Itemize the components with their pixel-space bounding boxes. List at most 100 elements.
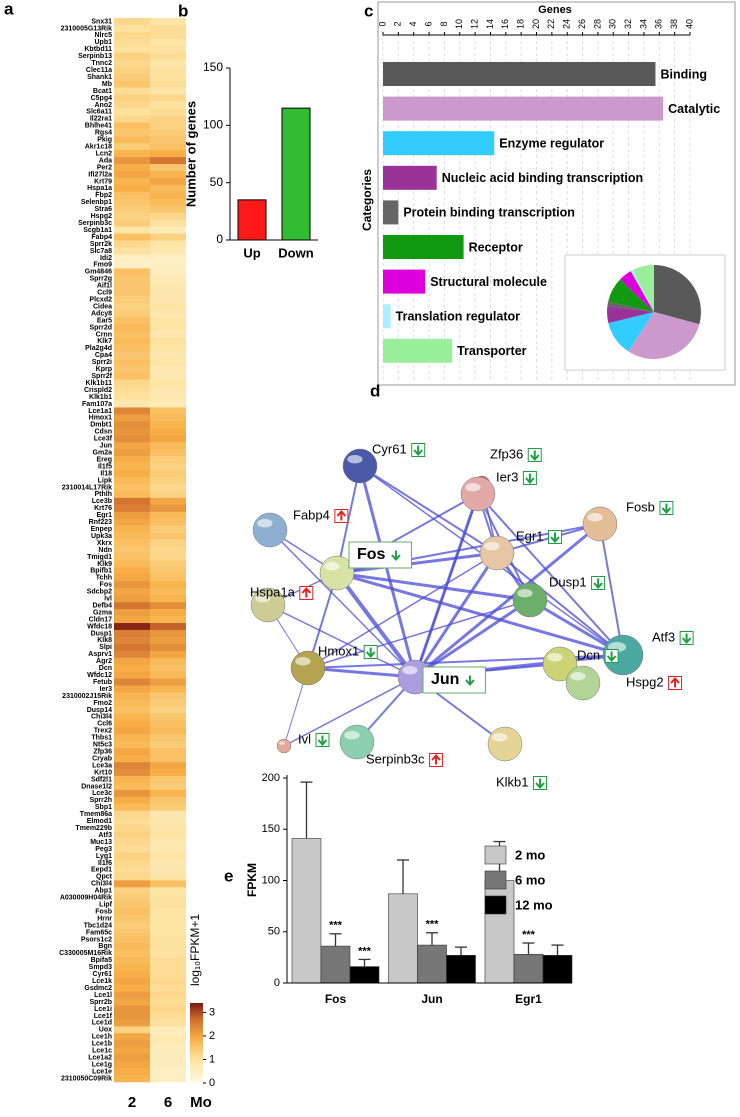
x-tick-label: 38	[669, 19, 679, 29]
network-edge	[336, 571, 531, 602]
heat-cell	[114, 915, 150, 923]
heat-cell	[150, 650, 186, 659]
heat-cell	[150, 539, 186, 547]
gene-label: Dmbt1	[90, 422, 112, 429]
heat-cell	[114, 414, 150, 422]
heat-cell	[150, 386, 186, 394]
heat-cell	[150, 177, 186, 186]
heat-cell	[114, 379, 150, 387]
heat-cell	[114, 476, 150, 485]
heat-cell	[114, 365, 150, 373]
heat-cell	[114, 18, 150, 26]
legend-swatch	[484, 870, 507, 890]
heat-cell	[114, 442, 150, 450]
heat-cell	[114, 1019, 150, 1027]
pie-slice	[608, 312, 654, 352]
heat-cell	[150, 553, 186, 561]
heat-cell	[114, 226, 150, 234]
colorbar-tick-label: 3	[209, 1006, 215, 1018]
heat-cell	[114, 122, 150, 130]
x-tick-label: 18	[516, 19, 526, 29]
heat-cell	[150, 45, 186, 54]
column-label: 6	[164, 1094, 172, 1111]
heat-cell	[150, 901, 186, 909]
gene-label: Gzma	[93, 609, 112, 616]
node-label: Atf3	[652, 629, 675, 644]
heat-cell	[150, 1012, 186, 1020]
heat-cell	[150, 1005, 186, 1013]
heat-cell	[150, 428, 186, 436]
heat-cell	[114, 177, 150, 186]
heat-cell	[150, 657, 186, 666]
node-highlight	[402, 665, 418, 675]
heat-cell	[114, 776, 150, 784]
heat-cell	[114, 908, 150, 916]
gene-label: Cyr61	[93, 971, 113, 978]
gene-label: Ivl	[104, 596, 112, 603]
y-axis-label: FPKM	[245, 863, 259, 897]
heat-cell	[150, 483, 186, 492]
heat-cell	[114, 108, 150, 116]
gene-label: Tbc1d24	[84, 922, 113, 929]
heat-cell	[114, 129, 150, 137]
change-arrow	[550, 532, 560, 544]
heat-cell	[114, 880, 150, 888]
network-edge	[307, 666, 416, 679]
heat-cell	[150, 595, 186, 603]
heat-cell	[114, 150, 150, 158]
gene-label: Ear5	[97, 317, 112, 324]
heat-cell	[114, 66, 150, 74]
heat-cell	[114, 296, 150, 304]
x-tick-label: Fos	[325, 992, 347, 1006]
heat-cell	[114, 212, 150, 220]
heat-cell	[150, 476, 186, 485]
gene-label: Zfp36	[93, 749, 112, 756]
change-arrow	[681, 633, 692, 645]
heat-cell	[114, 894, 150, 902]
heat-cell	[114, 956, 150, 965]
heat-cell	[114, 657, 150, 666]
column-unit: Mo	[190, 1094, 212, 1111]
y-axis-label: Categories	[360, 169, 374, 231]
heat-cell	[114, 762, 150, 770]
x-tick-label: 22	[546, 19, 556, 29]
node-highlight	[278, 741, 286, 745]
heat-cell	[114, 887, 150, 895]
heat-cell	[114, 539, 150, 547]
gene-label: Lce1k	[92, 978, 112, 985]
pie-slice	[630, 269, 654, 312]
gene-label: Akr1c18	[85, 143, 112, 150]
heat-cell	[114, 351, 150, 360]
heat-cell	[114, 198, 150, 207]
heat-cell	[150, 887, 186, 895]
change-arrow	[525, 473, 535, 485]
heat-cell	[114, 852, 150, 860]
heat-cell	[150, 143, 186, 151]
network-edge	[336, 465, 361, 574]
node-highlight	[492, 732, 508, 742]
heat-cell	[150, 337, 186, 346]
heat-cell	[114, 358, 150, 367]
node-highlight	[255, 593, 271, 603]
heat-cell	[150, 101, 186, 109]
heat-cell	[114, 602, 150, 610]
heat-cell	[114, 873, 150, 881]
heat-cell	[150, 24, 186, 33]
x-tick-label: 4	[408, 21, 418, 26]
heat-cell	[114, 164, 150, 172]
gene-label: Tnnc2	[91, 60, 112, 67]
heat-cell	[114, 504, 150, 513]
gene-label: Elmod1	[87, 818, 112, 825]
heat-cell	[150, 421, 186, 429]
gene-label: Sprr2b	[89, 999, 112, 1006]
gene-label: Atf3	[98, 832, 112, 839]
gene-label: Cldn17	[89, 616, 112, 623]
heat-cell	[114, 782, 150, 791]
x-tick-label: 28	[592, 19, 602, 29]
heat-cell	[114, 970, 150, 978]
gene-label: Idi2	[100, 255, 112, 262]
heat-cell	[150, 1026, 186, 1034]
y-tick-label: 0	[274, 977, 280, 989]
gene-label: Fam65c	[86, 929, 112, 936]
network-edge	[477, 493, 624, 656]
